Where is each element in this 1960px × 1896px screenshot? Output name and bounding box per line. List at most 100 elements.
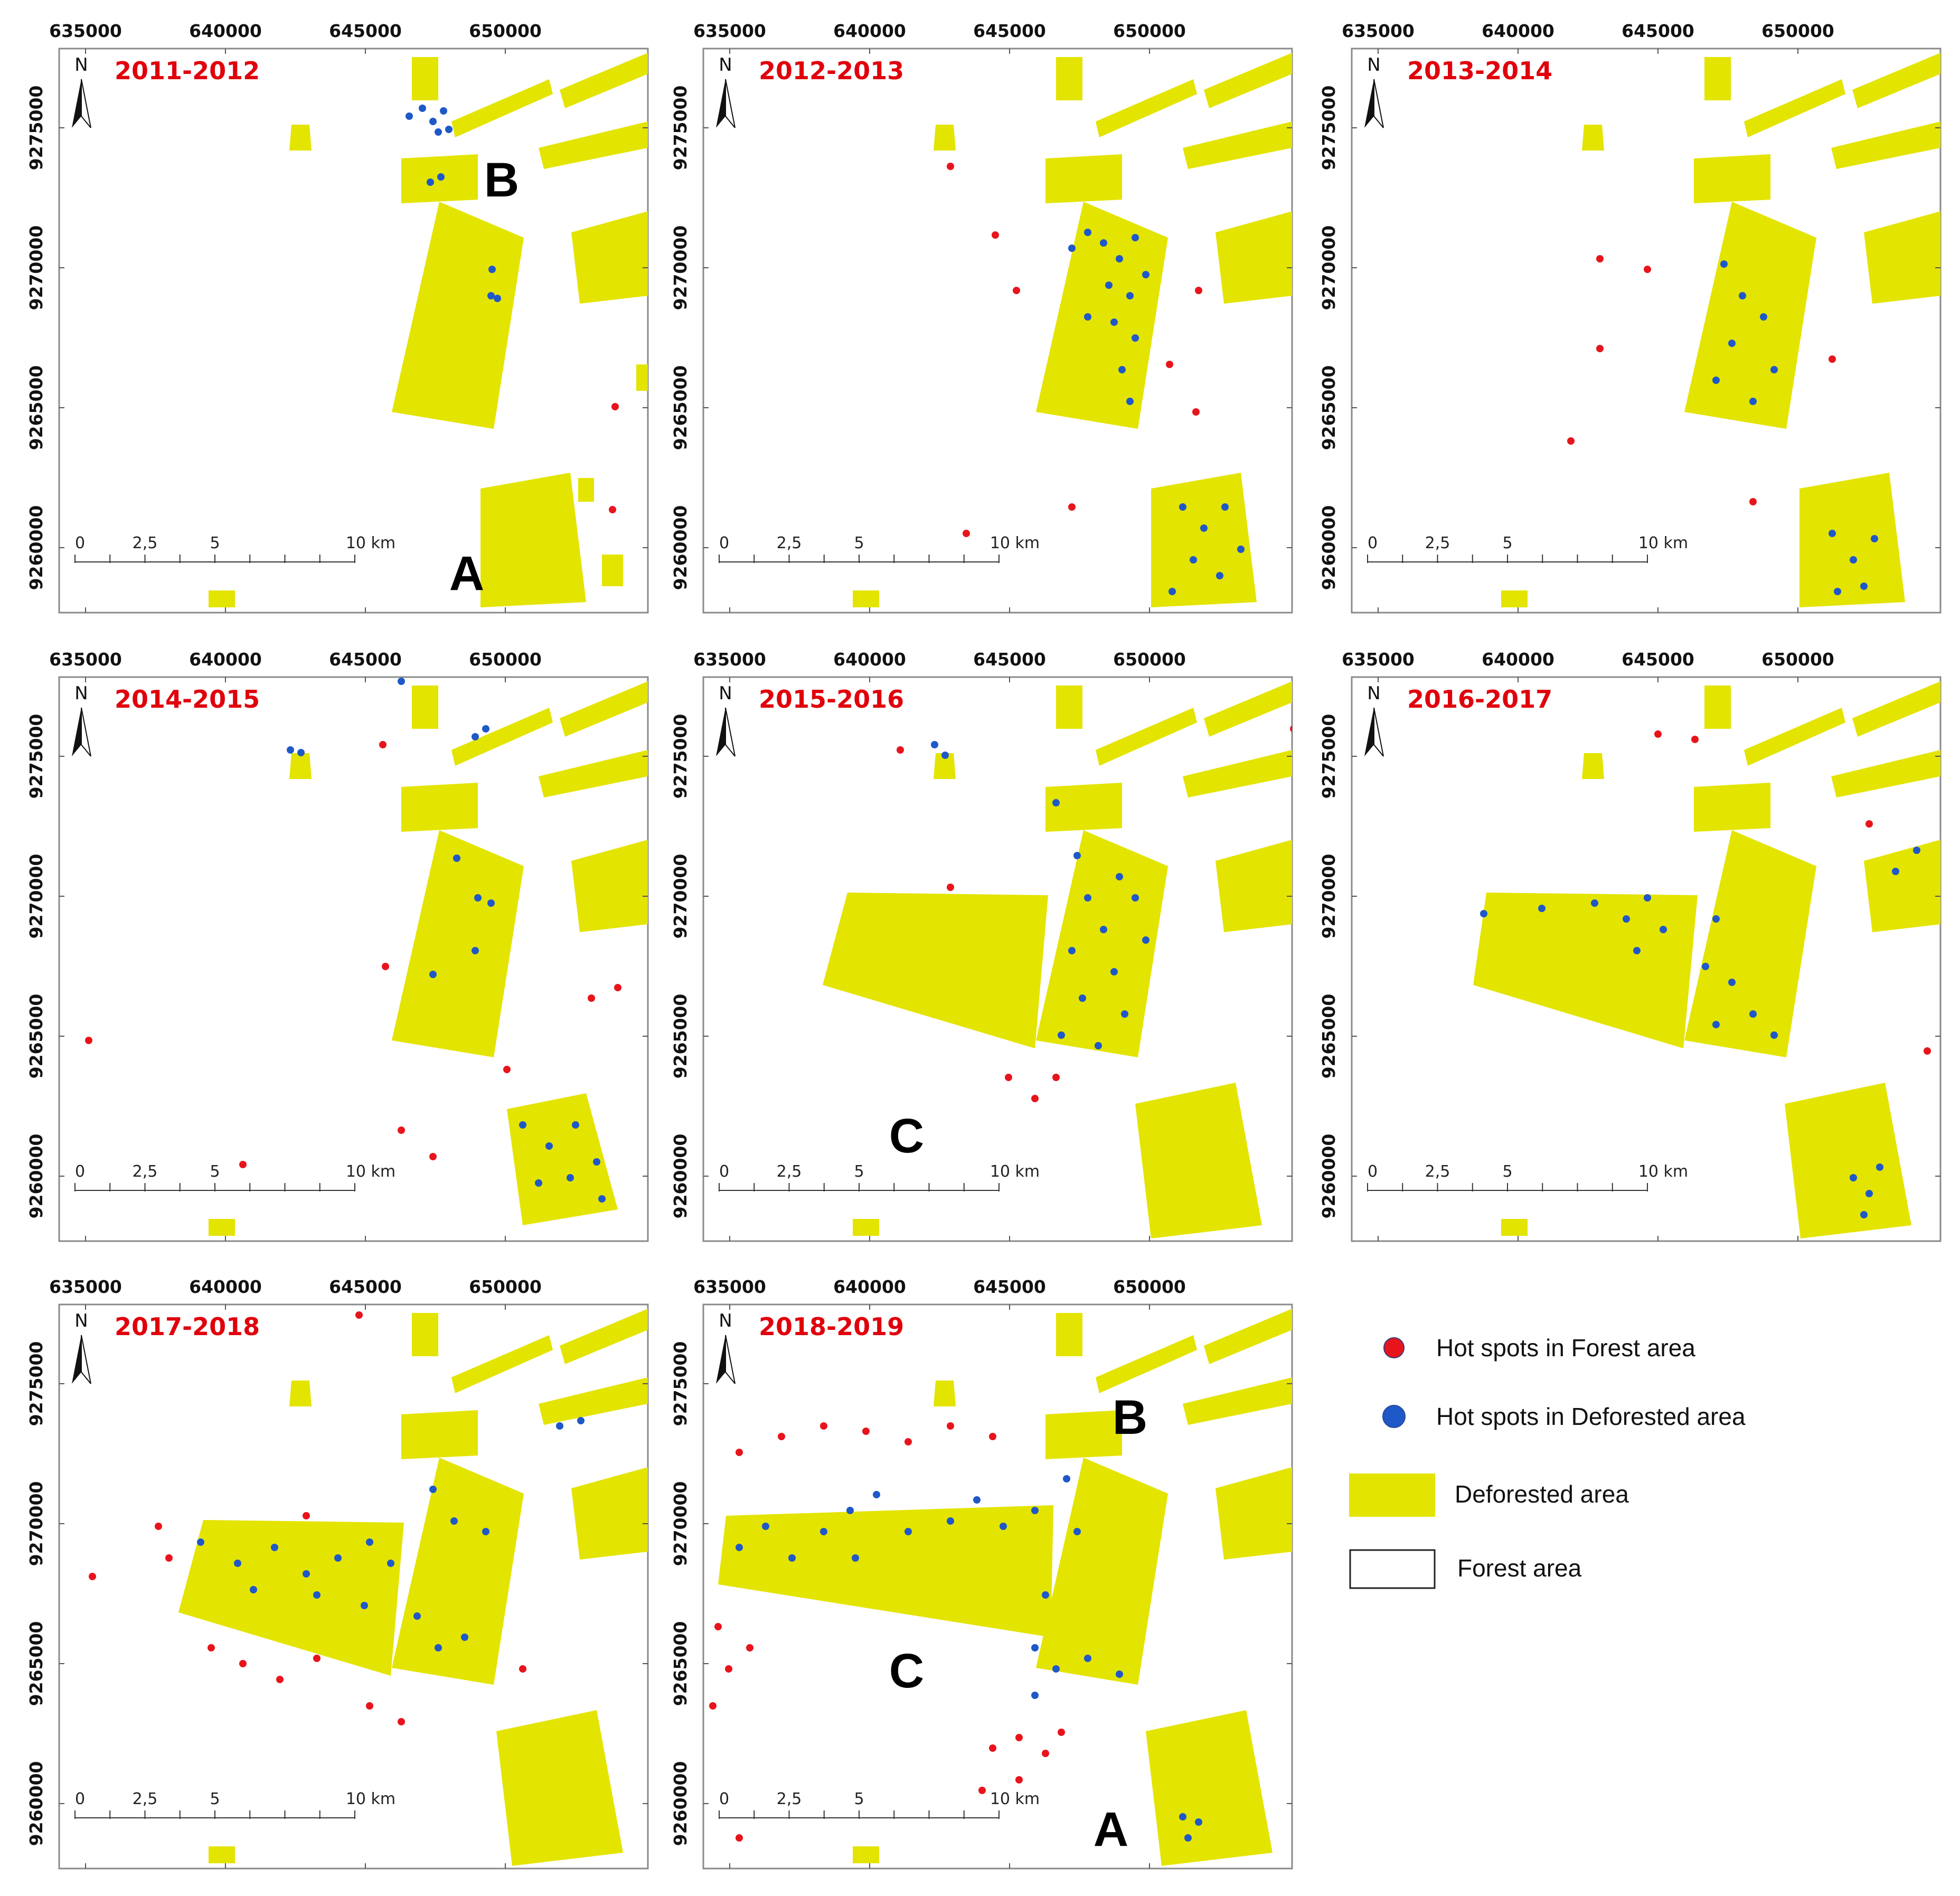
deforested-polygon	[1183, 750, 1292, 797]
hotspot-deforested	[488, 266, 496, 273]
deforested-areas	[1501, 53, 1940, 607]
hotspot-deforested	[1712, 377, 1720, 384]
y-tick-label: 9265000	[26, 1621, 46, 1706]
panel-decorations: 635000 640000 645000 650000 9275000 9270000 92…	[26, 649, 648, 1241]
y-tick-label: 9260000	[670, 1134, 691, 1219]
hotspot-deforested	[435, 1644, 442, 1651]
hotspot-deforested	[1860, 1211, 1868, 1218]
north-arrow-icon: N	[716, 1310, 736, 1384]
scale-bar-label: 2,5	[1425, 1162, 1450, 1181]
x-tick-label: 650000	[469, 1276, 542, 1297]
north-arrow-dark-half	[716, 79, 725, 128]
deforested-polygon	[853, 590, 879, 607]
panel-decorations: 635000 640000 645000 650000 9275000 9270000 92…	[670, 21, 1292, 613]
deforested-polygon	[1215, 840, 1292, 932]
hotspot-forest	[1031, 1095, 1039, 1102]
hotspot-deforested	[852, 1554, 859, 1562]
deforested-polygon	[1215, 211, 1292, 304]
legend-label: Hot spots in Deforested area	[1436, 1403, 1746, 1430]
hotspots	[897, 725, 1292, 1102]
north-arrow-dark-half	[1364, 708, 1374, 756]
hotspot-deforested	[1644, 894, 1651, 902]
deforested-polygon	[1135, 1083, 1262, 1238]
hotspot-deforested	[1084, 313, 1091, 321]
map-panel	[1351, 48, 1942, 614]
scale-bar-label: 2,5	[133, 534, 158, 552]
map-decorations: 635000 640000 645000 650000 9275000 9270000 92…	[26, 21, 1940, 1869]
x-tick-label: 635000	[49, 1276, 122, 1297]
hotspot-forest	[239, 1660, 247, 1667]
hotspot-deforested	[1031, 1507, 1039, 1514]
north-arrow-dark-half	[716, 708, 725, 756]
hotspot-deforested	[1031, 1644, 1039, 1651]
hotspot-deforested	[1132, 894, 1139, 902]
x-tick-label: 650000	[1113, 1276, 1186, 1297]
deforested-polygon	[1785, 1083, 1911, 1238]
deforested-polygon	[1744, 79, 1845, 137]
north-arrow-light-half	[81, 79, 91, 128]
x-tick-label: 635000	[693, 649, 766, 670]
deforested-polygon	[1045, 1410, 1122, 1459]
deforested-polygon	[560, 681, 648, 737]
hotspot-deforested	[1116, 255, 1123, 262]
y-tick-label: 9270000	[26, 854, 46, 939]
deforested-polygon	[823, 893, 1048, 1048]
scale-bar-label: 2,5	[777, 1162, 802, 1181]
panel-decorations: 635000 640000 645000 650000 9275000 9270000 92…	[670, 1276, 1292, 1869]
hotspot-deforested	[366, 1538, 373, 1546]
hotspot-deforested	[1623, 915, 1630, 923]
hotspot-forest	[1015, 1734, 1023, 1741]
hotspot-forest	[208, 1644, 215, 1651]
hotspot-deforested	[1195, 1818, 1202, 1826]
hotspot-forest	[1052, 1074, 1060, 1081]
hotspot-forest	[1013, 287, 1020, 294]
hotspots	[1567, 255, 1878, 595]
hotspot-forest	[1042, 1750, 1049, 1757]
north-arrow-dark-half	[1364, 79, 1374, 128]
hotspot-forest	[820, 1422, 827, 1430]
deforested-polygon	[289, 125, 312, 151]
deforested-areas	[718, 1309, 1292, 1866]
hotspot-deforested	[1105, 281, 1113, 289]
hotspot-forest	[1596, 255, 1604, 262]
deforested-polygon	[1146, 1710, 1273, 1866]
deforested-polygon	[571, 1467, 648, 1560]
hotspot-deforested	[577, 1417, 585, 1424]
map-panel	[702, 48, 1293, 614]
hotspot-forest	[429, 1153, 437, 1160]
deforested-areas	[209, 681, 648, 1236]
hotspot-deforested	[1190, 556, 1197, 564]
deforested-polygon	[853, 1219, 879, 1236]
north-label: N	[74, 683, 88, 704]
x-tick-label: 650000	[469, 21, 542, 41]
north-arrow-icon: N	[716, 54, 736, 128]
deforested-polygon	[539, 750, 648, 797]
hotspot-deforested	[1169, 588, 1176, 595]
deforested-polygon	[571, 211, 648, 304]
north-arrow-dark-half	[72, 1335, 81, 1384]
hotspot-deforested	[474, 894, 482, 902]
hotspot-forest	[778, 1433, 785, 1440]
x-tick-label: 635000	[693, 1276, 766, 1297]
y-tick-label: 9260000	[670, 1761, 691, 1846]
y-tick-label: 9270000	[1318, 226, 1339, 311]
deforested-polygon	[1045, 154, 1122, 203]
scale-bar-label: 0	[719, 1790, 729, 1808]
legend-label: Forest area	[1457, 1554, 1582, 1582]
hotspot-forest	[1192, 408, 1200, 416]
scale-bar-label: 0	[1368, 1162, 1378, 1181]
x-tick-label: 645000	[973, 21, 1046, 41]
hotspot-forest	[746, 1644, 753, 1651]
deforested-polygon	[1096, 708, 1197, 766]
hotspot-forest	[503, 1066, 511, 1073]
hotspot-deforested	[535, 1179, 542, 1187]
y-tick-label: 9265000	[1318, 365, 1339, 450]
hotspots	[1480, 730, 1931, 1218]
hotspots	[85, 678, 621, 1203]
deforested-polygon	[1501, 1219, 1528, 1236]
hotspot-forest	[1654, 730, 1662, 738]
y-tick-label: 9260000	[26, 505, 46, 590]
hotspot-deforested	[1110, 968, 1118, 975]
hotspot-forest	[947, 163, 954, 170]
